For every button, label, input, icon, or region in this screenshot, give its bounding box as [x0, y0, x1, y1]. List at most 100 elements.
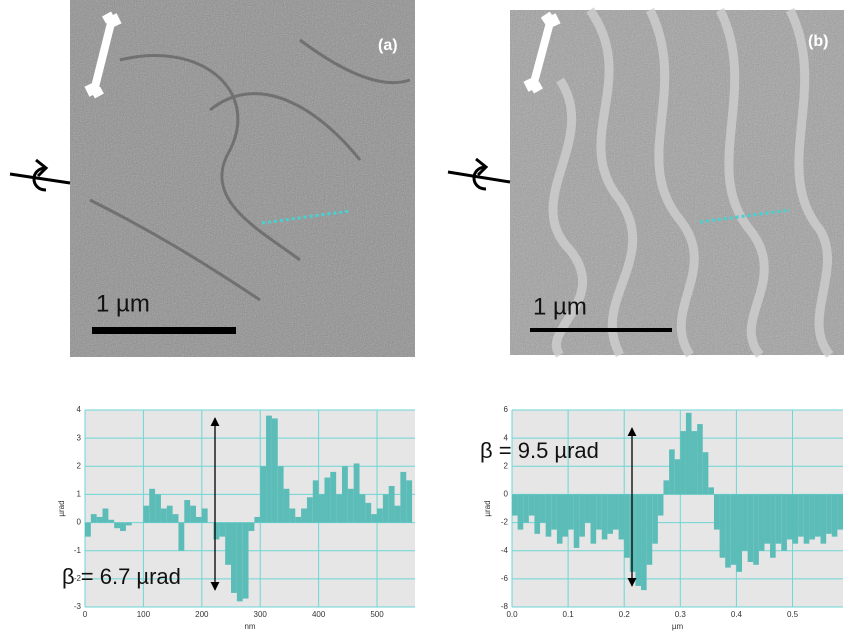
bar — [523, 494, 529, 522]
bar — [307, 497, 313, 522]
bar — [178, 523, 184, 551]
bar — [815, 494, 821, 536]
x-tick-label: 0.3 — [675, 610, 687, 619]
bar — [804, 494, 810, 543]
bar — [108, 520, 114, 523]
bar — [371, 514, 377, 522]
x-tick-label: 0.1 — [563, 610, 575, 619]
bar — [809, 494, 815, 539]
y-tick-label: 3 — [77, 433, 82, 442]
bar — [776, 494, 782, 543]
y-tick-label: 0 — [77, 518, 82, 527]
bar — [383, 494, 389, 522]
bar — [798, 494, 804, 536]
bar — [143, 506, 149, 523]
bar — [658, 494, 664, 515]
bar — [546, 494, 552, 536]
scale-bar-label: 1 µm — [96, 290, 150, 317]
bar — [725, 494, 731, 567]
bar — [278, 466, 284, 522]
x-tick-label: 0 — [83, 610, 88, 619]
bar — [161, 509, 167, 523]
bar — [324, 478, 330, 523]
bar — [703, 452, 709, 494]
y-tick-label: -1 — [74, 546, 82, 555]
bar — [675, 459, 681, 494]
bar — [624, 494, 630, 557]
bar — [832, 494, 838, 536]
bar — [330, 472, 336, 523]
bar — [793, 494, 799, 543]
bar — [313, 480, 319, 522]
bar — [237, 523, 243, 602]
bar — [377, 509, 383, 523]
bar — [602, 494, 608, 539]
annotation: β = 6.7 µrad — [62, 564, 181, 589]
bar — [266, 416, 272, 523]
y-tick-label: -3 — [74, 602, 82, 611]
bar — [518, 494, 524, 529]
bar — [714, 494, 720, 529]
bar — [540, 494, 546, 522]
panel-label: (b) — [808, 33, 828, 50]
bar — [764, 494, 770, 543]
figure: 1 µm (a) 1 µm (b) 0100200300400500-3-2-1… — [0, 0, 844, 635]
bar — [781, 494, 787, 550]
bar — [579, 494, 585, 536]
bar — [607, 494, 613, 533]
y-tick-label: -2 — [501, 518, 509, 527]
bar — [348, 489, 354, 523]
bar — [641, 494, 647, 590]
bar — [748, 494, 754, 562]
x-tick-label: 0.4 — [731, 610, 743, 619]
bar — [225, 523, 231, 565]
bar — [596, 494, 602, 529]
bar — [354, 463, 360, 522]
bar — [619, 494, 625, 539]
bar — [635, 494, 641, 585]
bar — [742, 494, 748, 550]
bar — [591, 494, 597, 543]
bar — [173, 514, 179, 522]
bar — [196, 517, 202, 523]
bar — [120, 523, 126, 531]
bar — [585, 494, 591, 522]
bar — [551, 494, 557, 529]
x-tick-label: 500 — [370, 610, 384, 619]
bar — [770, 494, 776, 557]
x-axis-label: nm — [244, 622, 255, 631]
bar — [167, 506, 173, 523]
bar — [389, 486, 395, 523]
y-tick-label: 0 — [504, 490, 509, 499]
bar — [669, 449, 675, 494]
scale-bar-label: 1 µm — [533, 293, 587, 320]
bar — [243, 523, 249, 599]
bar — [574, 494, 580, 547]
bar — [787, 494, 793, 539]
bar — [557, 494, 563, 543]
bar — [529, 494, 535, 515]
panel-label: (a) — [378, 37, 398, 54]
bar — [406, 480, 412, 522]
x-tick-label: 100 — [137, 610, 151, 619]
bar — [759, 494, 765, 550]
y-axis-label: µrad — [57, 500, 66, 516]
rotation-icon — [10, 160, 70, 190]
bar — [126, 523, 132, 526]
bar — [149, 489, 155, 523]
y-tick-label: -6 — [501, 574, 509, 583]
bar — [190, 506, 196, 523]
bar — [336, 494, 342, 522]
y-tick-label: -8 — [501, 602, 509, 611]
bar — [663, 480, 669, 494]
x-tick-label: 300 — [254, 610, 268, 619]
bar — [652, 494, 658, 543]
x-axis-label: µm — [672, 622, 684, 631]
bar — [319, 494, 325, 522]
bar — [720, 494, 726, 557]
y-tick-label: 4 — [77, 405, 82, 414]
bar — [249, 523, 255, 531]
bar — [613, 494, 619, 529]
bar — [562, 494, 568, 536]
bar — [272, 418, 278, 522]
